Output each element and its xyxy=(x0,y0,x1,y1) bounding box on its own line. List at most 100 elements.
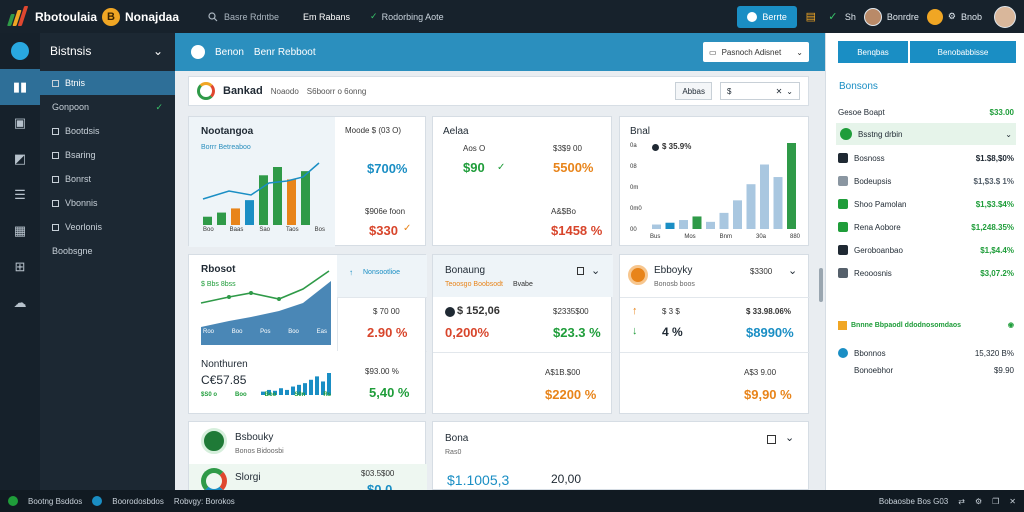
search-label: Basre Rdntbe xyxy=(224,11,280,22)
sidebar-item[interactable]: Veorlonis xyxy=(40,215,175,239)
dashboard-icon[interactable]: ▮▮ xyxy=(0,69,40,105)
square-icon[interactable] xyxy=(577,267,584,275)
sidebar-item[interactable]: Boobsgne xyxy=(40,239,175,263)
tab-right-primary[interactable]: Benqbas xyxy=(838,41,908,63)
chevron-down-icon[interactable]: ⌄ xyxy=(591,265,601,277)
metric-label: $ 35.9% xyxy=(662,142,692,151)
chart-icon[interactable]: ◩ xyxy=(13,151,27,166)
status-dot xyxy=(838,320,847,330)
list-item[interactable]: Rena Aobore $1,248.35% xyxy=(838,216,1014,238)
card-bona: Bona Ras0 ⌄ $1.1005,3 20,00 xyxy=(432,421,809,490)
grid-icon[interactable]: ⊞ xyxy=(14,259,26,274)
tab-secondary[interactable]: ✓ Rodorbing Aote xyxy=(360,11,454,22)
sidebar-item[interactable]: Bonrst xyxy=(40,167,175,191)
list-item[interactable]: Bodeupsis $1,$3.$ 1% xyxy=(838,170,1014,192)
main-scrollbar[interactable] xyxy=(819,268,823,302)
breadcrumb-secondary[interactable]: S6boorr o 6onng xyxy=(306,86,367,96)
gear-icon[interactable]: ⚙ xyxy=(974,496,983,506)
tick-label: 00 xyxy=(630,227,637,233)
status-dot xyxy=(92,496,103,506)
list-item-value: $1,248.35% xyxy=(971,222,1014,232)
card-subtitle: Bonos Bidoosbi xyxy=(235,448,284,455)
profile-avatar[interactable] xyxy=(994,5,1016,28)
check-circle-icon: ◉ xyxy=(1007,322,1014,329)
wallet-icon[interactable]: ▣ xyxy=(13,115,27,130)
list-item[interactable]: Geroboanbao $1,$4.4% xyxy=(838,239,1014,261)
cloud-icon[interactable]: ☁ xyxy=(13,295,27,310)
status-item[interactable]: Boorodosbdos xyxy=(112,496,164,506)
status-item[interactable]: Robvgy: Borokos xyxy=(173,496,235,506)
bar xyxy=(273,167,282,225)
home-icon[interactable] xyxy=(191,45,205,59)
tick-label: S0n xyxy=(294,392,306,398)
sidebar-item[interactable]: Gonpoon ✓ xyxy=(40,95,175,119)
header-select[interactable]: ▭ Pasnoch Adisnet ⌄ xyxy=(703,42,809,62)
card-title: Bonaung xyxy=(445,265,486,276)
metric-value: $23.3 % xyxy=(553,325,601,340)
list-item-label: Reooosnis xyxy=(854,268,892,278)
coin-icon xyxy=(445,307,455,317)
chart-c1 xyxy=(202,162,320,225)
square-icon xyxy=(52,127,59,135)
status-item[interactable]: Bootng Bsddos xyxy=(28,496,83,506)
card-bnal: Bnal $ 35.9% 0a 08 0m 0m0 00 Bus Mos Bnm… xyxy=(619,116,809,246)
primary-action-label: Berrte xyxy=(762,11,787,22)
card-bsbouky: Bsbouky Bonos Bidoosbi Slorgi $03.5$00 $… xyxy=(188,421,427,497)
metric-label: $3$9 00 xyxy=(553,144,582,153)
list-item[interactable]: Reooosnis $3,07.2% xyxy=(838,262,1014,284)
search-box[interactable]: Basre Rdntbe xyxy=(208,12,293,22)
chevron-down-icon[interactable]: ⌄ xyxy=(785,432,795,444)
sidebar-item[interactable]: Bootdsis xyxy=(40,119,175,143)
list-item[interactable]: Bbonnos 15,320 B% xyxy=(838,342,1014,364)
tick-label: Mos xyxy=(684,234,696,240)
list-item-label: Bbonnos xyxy=(854,348,886,358)
tab-primary[interactable]: Em Rabans xyxy=(293,12,360,22)
header-label: Benon xyxy=(215,46,244,58)
close-icon[interactable]: ✕ xyxy=(1009,496,1016,506)
sidebar-item-label: Bsaring xyxy=(65,150,96,160)
x-axis: Bus Mos Bnm 30a 880 xyxy=(650,234,800,240)
tick-label: Rs xyxy=(323,392,331,398)
sidebar-header[interactable]: Bistnsis ⌄ xyxy=(40,33,175,69)
user-menu-secondary[interactable]: ⚙ Bnob xyxy=(926,8,982,25)
tab-right-secondary[interactable]: Benobabbisse xyxy=(910,41,1016,63)
image-icon[interactable]: ▦ xyxy=(13,223,27,238)
arrow-icon: ↑ xyxy=(349,268,353,277)
primary-action-button[interactable]: Berrte xyxy=(737,5,797,28)
user-menu[interactable]: Bonrdre xyxy=(863,7,919,26)
list-item[interactable]: Bosnoss $1.$8,$0% xyxy=(838,147,1014,169)
square-icon xyxy=(52,175,59,183)
tick-label: Sao xyxy=(259,227,270,233)
metric-value: 20,00 xyxy=(551,472,582,486)
chevron-down-icon[interactable]: ⌄ xyxy=(786,86,793,96)
card-subtitle: $ Bbs 8bss xyxy=(201,281,236,288)
sidebar-item[interactable]: Btnis xyxy=(40,71,175,95)
breadcrumb[interactable]: Noaodo xyxy=(270,86,299,96)
copy-icon[interactable]: ❐ xyxy=(992,496,1000,506)
section-row[interactable]: Bsstng drbin ⌄ xyxy=(836,123,1016,145)
list-item[interactable]: Bonoebhor $9.90 xyxy=(838,359,1014,381)
list-item[interactable]: Shoo Pamolan $1,$3.$4% xyxy=(838,193,1014,215)
asset-icon xyxy=(838,176,848,186)
bar xyxy=(203,216,212,225)
filter-input[interactable]: $ ✕ ⌄ xyxy=(720,82,800,100)
filter-button[interactable]: Abbas xyxy=(675,82,712,100)
square-icon[interactable] xyxy=(767,435,776,444)
card-title: Bnal xyxy=(630,126,651,137)
list-icon[interactable]: ☰ xyxy=(14,187,26,202)
search-icon xyxy=(208,11,218,21)
card-ebboyky: Ebboyky Bonosb boos $3300 ⌄ ↑ $ 3 $ $ 33… xyxy=(619,254,810,414)
metric-label: Aos O xyxy=(463,144,486,153)
close-icon[interactable]: ✕ xyxy=(775,86,783,96)
tab-label: Em Rabans xyxy=(303,11,351,22)
sidebar-item-label: Vbonnis xyxy=(65,198,98,208)
sidebar-item[interactable]: Vbonnis xyxy=(40,191,175,215)
logo[interactable]: Rbotoulaia B Nonajdaa xyxy=(0,5,200,28)
sidebar-item[interactable]: Bsaring xyxy=(40,143,175,167)
check-icon[interactable]: ✓ xyxy=(828,11,838,23)
share-icon[interactable]: ⇄ xyxy=(958,496,965,506)
document-icon[interactable]: ▤ xyxy=(805,11,817,23)
chevron-down-icon[interactable]: ⌄ xyxy=(788,265,798,277)
globe-icon[interactable] xyxy=(0,33,40,69)
metric-label: $906e foon xyxy=(365,207,406,216)
